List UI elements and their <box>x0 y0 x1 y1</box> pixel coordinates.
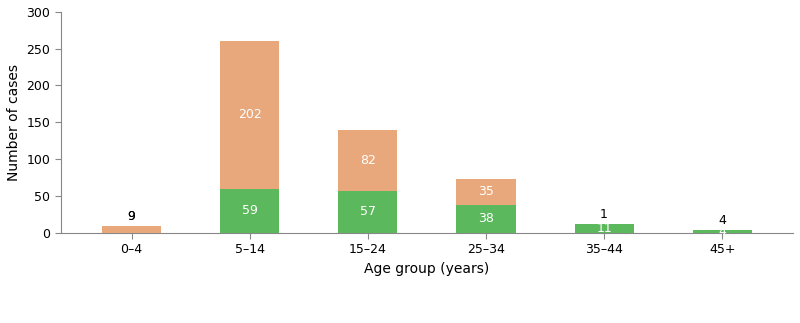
Text: 11: 11 <box>596 222 612 235</box>
Text: 9: 9 <box>128 210 135 223</box>
Text: 82: 82 <box>360 154 376 167</box>
Bar <box>220 41 279 189</box>
Text: 57: 57 <box>360 205 376 218</box>
Text: 38: 38 <box>478 212 494 225</box>
Text: 202: 202 <box>238 109 262 121</box>
Bar <box>574 224 634 233</box>
Text: 4: 4 <box>718 214 726 227</box>
Bar <box>220 189 279 233</box>
Bar <box>338 191 398 233</box>
Text: 9: 9 <box>128 210 135 223</box>
Bar <box>102 226 161 233</box>
Text: 4: 4 <box>718 224 726 238</box>
Bar <box>457 179 515 204</box>
X-axis label: Age group (years): Age group (years) <box>364 262 490 276</box>
Text: 1: 1 <box>600 208 608 221</box>
Text: 59: 59 <box>242 204 258 217</box>
Bar <box>457 204 515 233</box>
Text: 35: 35 <box>478 185 494 198</box>
Bar <box>693 230 752 233</box>
Y-axis label: Number of cases: Number of cases <box>7 64 21 181</box>
Bar <box>338 130 398 191</box>
